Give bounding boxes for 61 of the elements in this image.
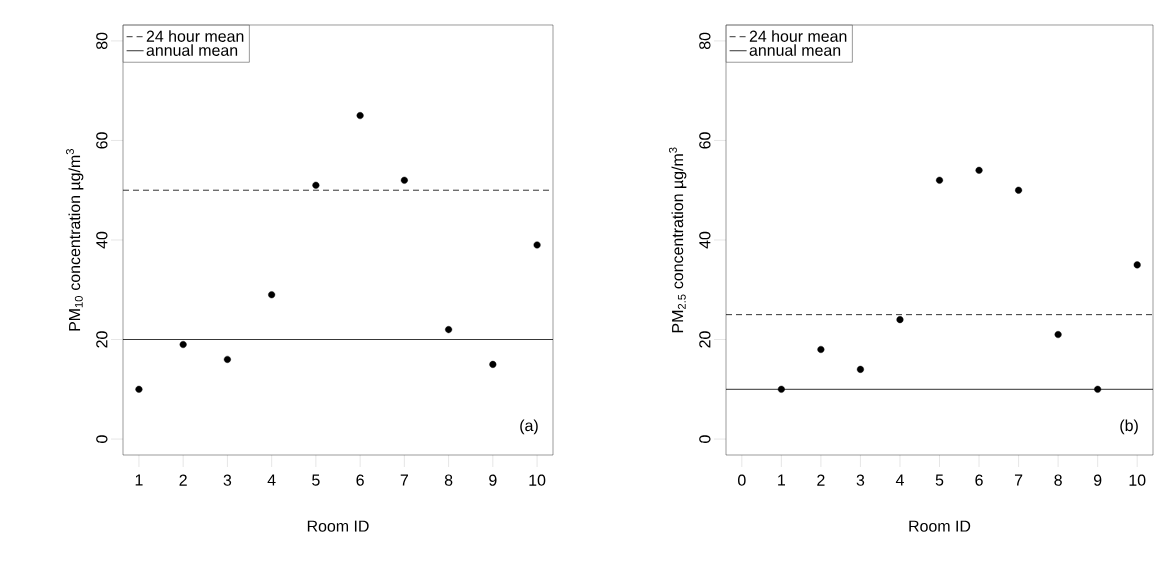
x-tick-label: 2 bbox=[817, 474, 825, 486]
point bbox=[356, 112, 364, 120]
y-tick-label: 0 bbox=[96, 435, 108, 443]
x-tick-label: 6 bbox=[356, 474, 364, 486]
point bbox=[445, 326, 453, 334]
y-tick-label: 20 bbox=[96, 331, 108, 348]
x-tick-label: 4 bbox=[267, 474, 276, 486]
point bbox=[400, 176, 408, 184]
x-tick-label: 9 bbox=[489, 474, 497, 486]
x-tick-label: 5 bbox=[935, 474, 944, 486]
y-tick-label: 20 bbox=[699, 331, 711, 348]
y-tick-label: 80 bbox=[699, 32, 711, 50]
y-tick-label: 60 bbox=[699, 132, 711, 149]
legend-label: annual mean bbox=[749, 44, 841, 56]
x-tick-label: 1 bbox=[778, 474, 786, 486]
y-tick-label: 60 bbox=[96, 132, 108, 149]
annotation: (b) bbox=[1120, 419, 1138, 435]
point bbox=[936, 176, 944, 184]
point bbox=[223, 355, 231, 363]
y-tick-label: 0 bbox=[699, 435, 711, 443]
legend-label: 24 hour mean bbox=[146, 30, 244, 42]
y-tick-label: 40 bbox=[699, 231, 711, 249]
x-tick-label: 10 bbox=[529, 474, 546, 486]
y-tick-label: 80 bbox=[96, 32, 108, 50]
point bbox=[856, 365, 864, 373]
x-tick-label: 7 bbox=[1014, 474, 1023, 486]
x-tick-label: 2 bbox=[179, 474, 187, 486]
point bbox=[975, 166, 983, 174]
point bbox=[1015, 186, 1023, 194]
x-tick-label: 3 bbox=[223, 474, 232, 486]
y-tick-label: 40 bbox=[96, 231, 108, 249]
point bbox=[179, 341, 187, 349]
legend-label: 24 hour mean bbox=[749, 30, 847, 42]
x-tick-label: 7 bbox=[400, 474, 408, 486]
point bbox=[268, 291, 276, 299]
x-axis-title: Room ID bbox=[909, 520, 971, 532]
point bbox=[896, 316, 904, 324]
point bbox=[1054, 331, 1062, 339]
x-tick-label: 1 bbox=[135, 474, 143, 486]
x-tick-label: 6 bbox=[975, 474, 983, 486]
point bbox=[1094, 385, 1102, 393]
x-tick-label: 4 bbox=[895, 474, 904, 486]
x-tick-label: 8 bbox=[1054, 474, 1062, 486]
x-tick-label: 3 bbox=[856, 474, 865, 486]
x-tick-label: 9 bbox=[1093, 474, 1102, 486]
x-tick-label: 10 bbox=[1129, 474, 1146, 486]
legend-label: annual mean bbox=[146, 44, 238, 56]
point bbox=[312, 181, 320, 189]
annotation: (a) bbox=[520, 419, 538, 435]
x-tick-label: 8 bbox=[444, 474, 453, 486]
x-tick-label: 5 bbox=[312, 474, 320, 486]
y-axis-title: PM$_{2.5}$ concentration µg/m$^{3}$ bbox=[669, 147, 687, 333]
point bbox=[533, 241, 541, 249]
x-axis-title: Room ID bbox=[307, 520, 369, 532]
x-tick-label: 0 bbox=[738, 474, 746, 486]
y-axis-title: PM$_{10}$ concentration µg/m$^{3}$ bbox=[66, 149, 84, 331]
point bbox=[489, 360, 497, 368]
point bbox=[1133, 261, 1141, 269]
point bbox=[817, 345, 825, 353]
point bbox=[777, 385, 785, 393]
point bbox=[135, 385, 143, 393]
